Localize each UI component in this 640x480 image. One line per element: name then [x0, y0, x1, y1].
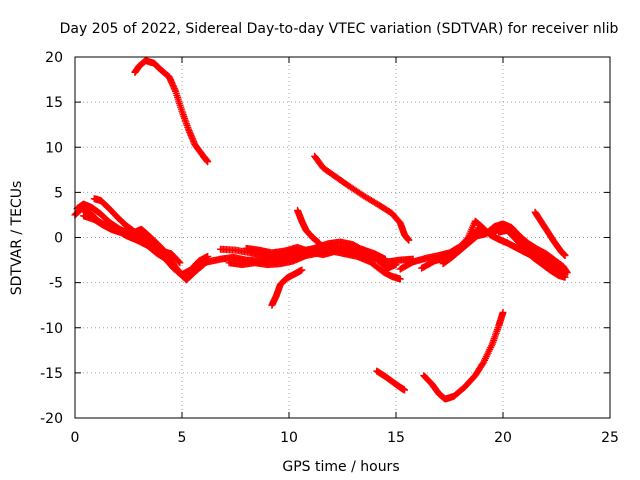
series-track-rise [294, 206, 323, 247]
y-tick-label: 5 [54, 185, 63, 201]
data-point [392, 261, 400, 269]
data-point [381, 255, 389, 263]
y-tick-label: 15 [45, 95, 63, 111]
x-tick-label: 25 [601, 430, 619, 446]
y-tick-label: 20 [45, 50, 63, 66]
data-point [396, 275, 404, 283]
series-track-drop [268, 266, 306, 309]
series-track-high-b [311, 152, 413, 244]
data-point [561, 252, 569, 260]
y-tick-label: -15 [40, 366, 63, 382]
series-track-mid-2 [217, 238, 400, 272]
series-track-early-4 [73, 200, 184, 267]
series-track-late-4 [495, 226, 569, 281]
x-tick-label: 10 [280, 430, 298, 446]
x-tick-label: 15 [387, 430, 405, 446]
series-track-high-a [131, 57, 212, 166]
x-tick-label: 5 [178, 430, 187, 446]
x-tick-label: 20 [494, 430, 512, 446]
y-axis-label: SDTVAR / TECUs [9, 181, 25, 296]
data-point [298, 266, 306, 274]
y-tick-label: -20 [40, 411, 63, 427]
grid-lines [75, 57, 610, 418]
series-track-late-3 [439, 220, 571, 277]
data-point [180, 273, 188, 281]
series-track-high-c [531, 208, 569, 260]
x-tick-label: 0 [71, 430, 80, 446]
data-point [561, 273, 569, 281]
data-point [563, 269, 571, 277]
data-point [405, 236, 413, 244]
axis-ticks: 0 5 10 15 20 25 -20 -15 -10 -5 0 5 10 15 20 [40, 50, 619, 446]
data-point [401, 386, 409, 394]
y-tick-label: -10 [40, 321, 63, 337]
series-track-low-a [373, 367, 409, 394]
y-tick-label: -5 [49, 276, 63, 292]
series-track-low-b [420, 308, 507, 403]
y-tick-label: 10 [45, 140, 63, 156]
series-track-mid-4 [242, 243, 389, 263]
y-tick-label: 0 [54, 231, 63, 247]
data-point [204, 158, 212, 166]
data-point [175, 258, 183, 266]
data-point [499, 308, 507, 316]
chart-title: Day 205 of 2022, Sidereal Day-to-day VTE… [60, 21, 619, 37]
data-markers [71, 57, 571, 403]
x-axis-label: GPS time / hours [282, 459, 399, 475]
data-point [176, 259, 184, 267]
